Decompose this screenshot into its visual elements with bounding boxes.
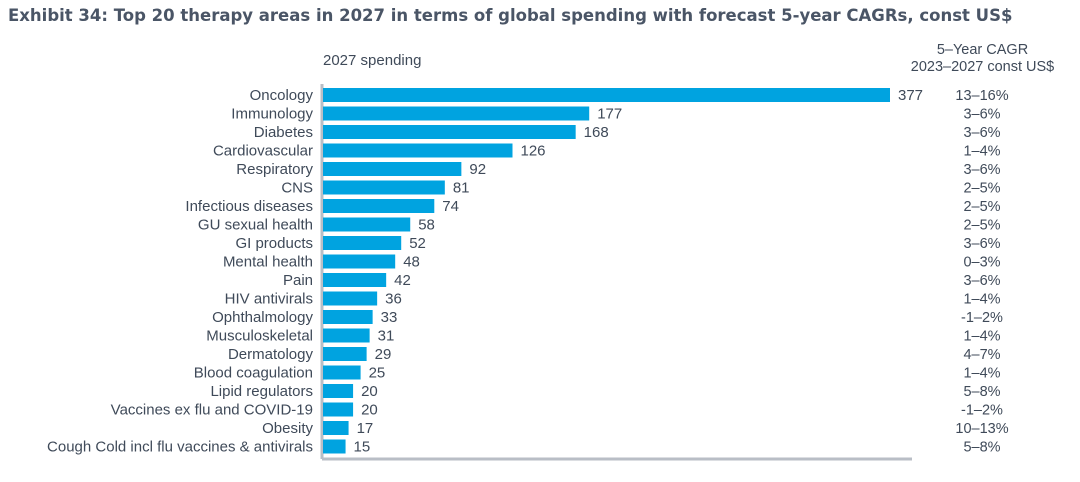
data-label: 29 (375, 346, 392, 363)
cagr-value: 3–6% (963, 162, 1000, 178)
bar (323, 236, 402, 250)
bar (323, 347, 367, 361)
cagr-value: 10–13% (955, 421, 1008, 437)
bar (323, 125, 576, 139)
cagr-value: 2–5% (963, 181, 1000, 197)
data-label: 33 (381, 309, 398, 326)
category-label: Obesity (262, 420, 313, 437)
data-label: 168 (584, 124, 609, 141)
bar (323, 328, 370, 343)
category-label: Cough Cold incl flu vaccines & antiviral… (47, 439, 313, 456)
category-label: CNS (281, 180, 313, 197)
bar (323, 199, 435, 213)
bar (323, 402, 354, 417)
data-label: 42 (394, 272, 411, 289)
category-label: Mental health (223, 254, 313, 271)
bar (323, 291, 378, 306)
category-label: Musculoskeletal (206, 328, 313, 345)
bar (323, 254, 396, 269)
bar (323, 106, 590, 121)
bar (323, 88, 890, 102)
bar (323, 365, 361, 380)
cagr-value: 5–8% (963, 440, 1000, 456)
cagr-value: 3–6% (963, 125, 1000, 141)
category-label: Vaccines ex flu and COVID-19 (111, 402, 313, 419)
cagr-value: -1–2% (961, 310, 1003, 326)
category-label: GU sexual health (198, 217, 313, 234)
data-label: 177 (597, 106, 622, 123)
data-label: 58 (418, 217, 435, 234)
category-label: Lipid regulators (210, 383, 313, 400)
cagr-value: 0–3% (963, 255, 1000, 271)
cagr-header-line-1: 5–Year CAGR (936, 42, 1029, 58)
cagr-column-header: 5–Year CAGR 2023–2027 const US$ (885, 42, 1080, 76)
data-label: 15 (354, 439, 371, 456)
bar (323, 180, 445, 195)
cagr-value: 4–7% (963, 347, 1000, 363)
data-label: 36 (385, 291, 402, 308)
category-label: Oncology (250, 87, 314, 104)
cagr-header-line-2: 2023–2027 const US$ (910, 59, 1055, 75)
cagr-value: 3–6% (963, 273, 1000, 289)
data-label: 31 (378, 328, 395, 345)
cagr-value: 2–5% (963, 199, 1000, 215)
cagr-value: 1–4% (963, 292, 1000, 308)
category-label: Pain (283, 272, 313, 289)
category-label: Respiratory (236, 161, 313, 178)
category-label: Infectious diseases (185, 198, 313, 215)
chart-title: Exhibit 34: Top 20 therapy areas in 2027… (8, 6, 1013, 25)
data-label: 74 (442, 198, 459, 215)
bar (323, 439, 346, 454)
data-label: 126 (521, 143, 546, 160)
category-label: Immunology (231, 106, 313, 123)
data-label: 92 (469, 161, 486, 178)
bar (323, 310, 373, 324)
data-label: 17 (357, 420, 374, 437)
category-label: Diabetes (254, 124, 313, 141)
cagr-value: 5–8% (963, 384, 1000, 400)
data-label: 377 (898, 87, 923, 104)
bar (323, 143, 513, 158)
cagr-value: 2–5% (963, 218, 1000, 234)
cagr-value: 3–6% (963, 236, 1000, 252)
category-label: Blood coagulation (194, 365, 313, 382)
bar (323, 421, 349, 435)
data-label: 20 (361, 402, 378, 419)
category-label: GI products (235, 235, 313, 252)
data-label: 48 (403, 254, 420, 271)
category-label: Ophthalmology (212, 309, 313, 326)
spending-column-header: 2027 spending (323, 52, 422, 69)
cagr-value: -1–2% (961, 403, 1003, 419)
data-label: 81 (453, 180, 470, 197)
cagr-value: 1–4% (963, 144, 1000, 160)
cagr-value: 13–16% (955, 88, 1008, 104)
cagr-value: 1–4% (963, 366, 1000, 382)
bar (323, 162, 462, 176)
cagr-value: 3–6% (963, 107, 1000, 123)
data-label: 20 (361, 383, 378, 400)
bar (323, 217, 411, 232)
bar (323, 273, 387, 287)
category-label: HIV antivirals (225, 291, 313, 308)
category-label: Dermatology (228, 346, 314, 363)
cagr-value: 1–4% (963, 329, 1000, 345)
bar (323, 384, 354, 398)
category-label: Cardiovascular (213, 143, 313, 160)
data-label: 25 (369, 365, 386, 382)
data-label: 52 (409, 235, 426, 252)
